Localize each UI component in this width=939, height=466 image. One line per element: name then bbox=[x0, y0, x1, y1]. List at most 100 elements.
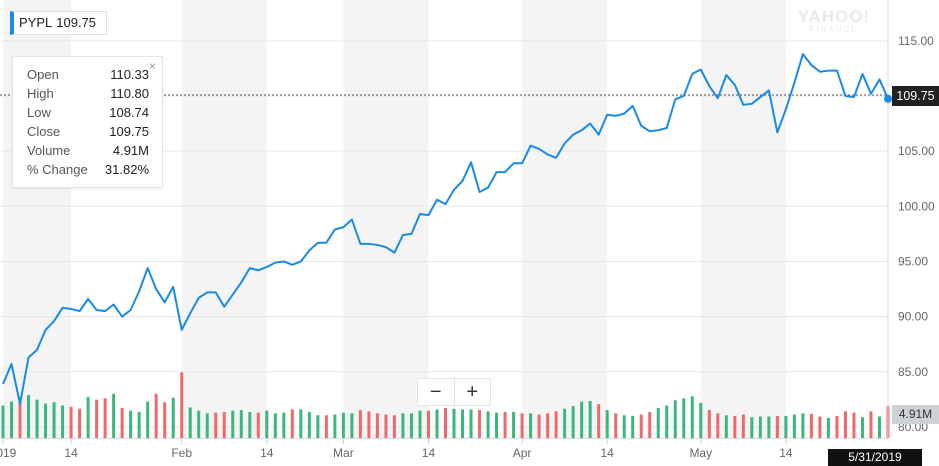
volume-bar bbox=[690, 396, 694, 438]
y-tick-label: 105.00 bbox=[898, 144, 935, 158]
volume-bar bbox=[392, 415, 396, 438]
ohlc-tooltip: × Open 110.33 High 110.80 Low 108.74 Close 1… bbox=[12, 56, 163, 188]
volume-bar bbox=[307, 412, 311, 438]
volume-bar bbox=[384, 414, 388, 438]
volume-bar bbox=[375, 413, 379, 438]
volume-bar bbox=[44, 403, 48, 438]
volume-bar bbox=[86, 397, 90, 438]
volume-bar bbox=[707, 410, 711, 438]
tooltip-value: 108.74 bbox=[109, 105, 149, 120]
tooltip-value: 110.80 bbox=[110, 86, 149, 101]
volume-bar bbox=[418, 410, 422, 438]
volume-bar bbox=[214, 412, 218, 438]
volume-bar bbox=[563, 408, 567, 438]
volume-bar bbox=[512, 412, 516, 438]
tooltip-value: 110.33 bbox=[110, 67, 149, 82]
volume-bar bbox=[495, 412, 499, 438]
volume-bar bbox=[750, 417, 754, 438]
volume-bar bbox=[273, 413, 277, 438]
volume-bar bbox=[835, 415, 839, 438]
x-tick-label: 14 bbox=[601, 446, 615, 460]
x-tick-label: Apr bbox=[513, 446, 532, 460]
volume-bar bbox=[367, 411, 371, 438]
volume-bar bbox=[784, 415, 788, 438]
price-line bbox=[2, 53, 889, 405]
yahoo-finance-watermark: YAHOO! FINANCE bbox=[782, 8, 886, 34]
volume-bar bbox=[401, 413, 405, 438]
volume-bar bbox=[809, 413, 813, 438]
price-series bbox=[2, 53, 892, 405]
volume-bar bbox=[537, 414, 541, 438]
volume-bar bbox=[656, 408, 660, 438]
tooltip-label: Low bbox=[27, 105, 51, 120]
y-tick-label: 100.00 bbox=[898, 199, 935, 213]
x-tick-label: Feb bbox=[171, 446, 192, 460]
volume-bar bbox=[775, 415, 779, 438]
volume-bar bbox=[571, 406, 575, 438]
volume-bar bbox=[409, 413, 413, 438]
tooltip-value: 31.82% bbox=[104, 162, 149, 177]
x-tick-label: 14 bbox=[260, 446, 274, 460]
volume-bar bbox=[716, 413, 720, 438]
volume-bar bbox=[469, 409, 473, 438]
volume-bar bbox=[180, 372, 184, 438]
x-tick-label: Mar bbox=[333, 446, 354, 460]
volume-bar bbox=[877, 416, 881, 438]
zoom-out-button[interactable]: − bbox=[429, 381, 442, 403]
volume-bar bbox=[282, 412, 286, 438]
volume-bar bbox=[112, 393, 116, 438]
y-tick-label: 95.00 bbox=[898, 254, 928, 268]
volume-bar bbox=[324, 415, 328, 438]
x-tick-label: May bbox=[689, 446, 712, 460]
volume-bar bbox=[665, 405, 669, 438]
volume-bar bbox=[597, 404, 601, 438]
volume-bar bbox=[478, 410, 482, 438]
ticker-badge[interactable]: PYPL 109.75 bbox=[10, 11, 108, 35]
volume-bar bbox=[137, 412, 141, 438]
volume-bar bbox=[869, 411, 873, 438]
tooltip-label: Volume bbox=[27, 143, 71, 158]
y-tick-label: 90.00 bbox=[898, 310, 928, 324]
volume-bar bbox=[95, 399, 99, 438]
close-icon[interactable]: × bbox=[148, 59, 156, 73]
last-price-point bbox=[884, 94, 892, 103]
volume-bar bbox=[239, 410, 243, 438]
volume-bar bbox=[852, 412, 856, 438]
background-band bbox=[522, 0, 608, 438]
volume-bar bbox=[699, 402, 703, 438]
volume-bar bbox=[197, 410, 201, 438]
volume-bar bbox=[461, 409, 465, 438]
background-band bbox=[343, 0, 429, 438]
volume-bar bbox=[265, 410, 269, 438]
volume-bar bbox=[767, 416, 771, 438]
volume-bar bbox=[588, 400, 592, 438]
tooltip-value: 109.75 bbox=[109, 124, 149, 139]
volume-bar bbox=[222, 412, 226, 438]
volume-bar bbox=[248, 412, 252, 438]
crosshair-date-label: 5/31/2019 bbox=[828, 449, 922, 466]
volume-bar bbox=[554, 411, 558, 438]
x-tick-label: 14 bbox=[64, 446, 78, 460]
volume-bar bbox=[741, 414, 745, 438]
volume-bar bbox=[52, 402, 56, 438]
background-bands bbox=[3, 0, 786, 438]
volume-bar bbox=[818, 416, 822, 438]
volume-bar bbox=[69, 406, 73, 438]
tooltip-label: Open bbox=[27, 67, 59, 82]
volume-bar bbox=[673, 400, 677, 438]
last-price-label: 109.75 bbox=[892, 86, 939, 106]
zoom-in-button[interactable]: + bbox=[453, 379, 491, 405]
ticker-symbol: PYPL bbox=[19, 15, 53, 30]
volume-bar bbox=[580, 401, 584, 438]
volume-bar bbox=[605, 410, 609, 438]
volume-bar bbox=[758, 416, 762, 438]
volume-bar bbox=[639, 414, 643, 438]
watermark-line1: YAHOO! bbox=[797, 7, 871, 26]
last-volume-label: 4.91M bbox=[892, 405, 939, 424]
volume-bar bbox=[10, 401, 14, 438]
volume-bar bbox=[171, 397, 175, 438]
volume-bar bbox=[520, 413, 524, 438]
volume-bar bbox=[231, 410, 235, 438]
volume-bar bbox=[843, 411, 847, 438]
